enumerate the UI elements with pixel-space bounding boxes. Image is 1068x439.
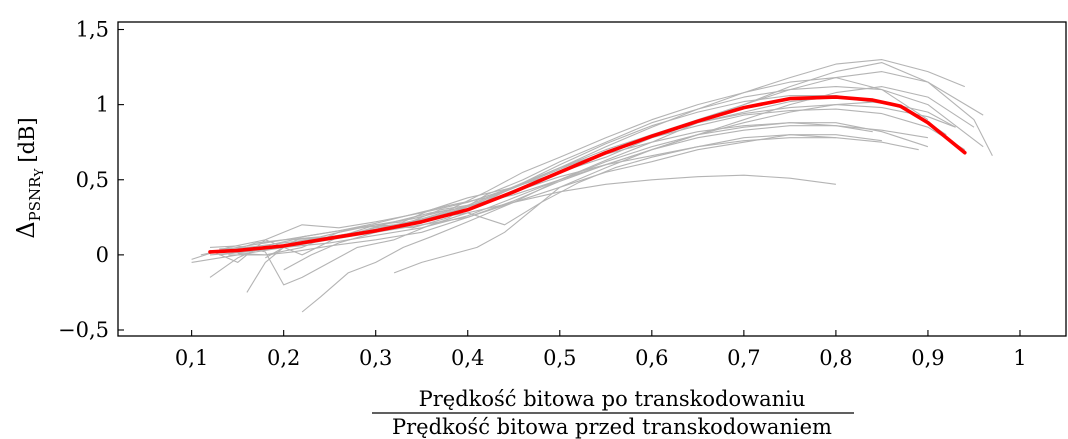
x-axis-label: Prędkość bitowa po transkodowaniu Prędko… [372,387,854,439]
x-axis-label-numerator: Prędkość bitowa po transkodowaniu [419,387,806,411]
sample-series-line-5 [237,86,975,256]
sample-series-line-6 [209,134,882,286]
y-axis-label: ΔPSNRY [dB] [12,117,46,238]
x-tick-label: 0,8 [819,346,852,370]
sample-series-line-7 [246,96,892,293]
mean-series-group [208,95,967,254]
sample-series-line-9 [393,101,956,274]
y-axis-label-subsub: Y [32,168,46,178]
sample-series-line-1 [191,59,966,260]
sample-series-group [191,59,993,313]
plot-frame [117,21,1067,337]
y-tick-label: 0 [96,243,109,267]
y-axis-label-sub: PSNR [26,176,44,221]
sample-series-line-15 [200,122,873,256]
x-tick-label: 0,4 [451,346,484,370]
sample-series-line-16 [283,95,947,271]
y-ticks: −0,5 0 0,5 1 1,5 [58,18,124,342]
x-tick-label: 0,3 [359,346,392,370]
sample-series-line-17 [209,125,928,278]
x-ticks: 0,1 0,2 0,3 0,4 0,5 0,6 0,7 0,8 0,9 1 [175,330,1027,370]
x-tick-label: 0,9 [911,346,944,370]
y-tick-label: 0,5 [76,168,109,192]
x-tick-label: 0,5 [543,346,576,370]
y-axis-label-unit: [dB] [15,117,39,162]
y-tick-label: 1 [96,93,109,117]
y-axis-label-main: Δ [12,221,40,238]
x-tick-label: 1 [1013,346,1026,370]
sample-series-line-4 [228,134,836,253]
sample-series-line-8 [301,62,993,313]
x-tick-label: 0,2 [267,346,300,370]
x-tick-label: 0,7 [727,346,760,370]
svg-text:ΔPSNRY[dB]: ΔPSNRY [dB] [12,117,46,238]
x-tick-label: 0,6 [635,346,668,370]
y-tick-label: 1,5 [76,18,109,42]
x-axis-label-denominator: Prędkość bitowa przed transkodowaniem [392,415,832,439]
mean-series-line [208,95,967,254]
sample-series-line-12 [228,86,984,256]
x-tick-label: 0,1 [175,346,208,370]
y-tick-label: −0,5 [58,318,109,342]
